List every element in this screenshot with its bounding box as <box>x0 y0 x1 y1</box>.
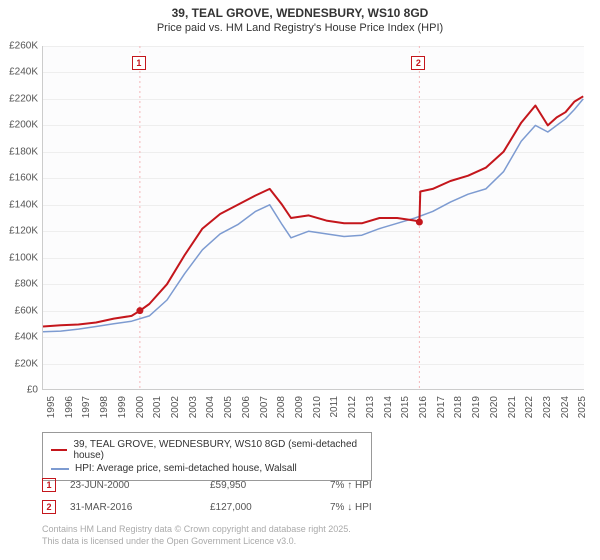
x-tick-label: 1999 <box>117 396 128 418</box>
x-tick-label: 2005 <box>223 396 234 418</box>
marker-box: 2 <box>411 56 425 70</box>
y-tick-label: £40K <box>2 332 38 343</box>
x-tick-label: 2013 <box>365 396 376 418</box>
x-tick-label: 2025 <box>577 396 588 418</box>
copyright-line2: This data is licensed under the Open Gov… <box>42 536 351 548</box>
x-tick-label: 2012 <box>347 396 358 418</box>
y-tick-label: £180K <box>2 146 38 157</box>
copyright-line1: Contains HM Land Registry data © Crown c… <box>42 524 351 536</box>
x-tick-label: 2023 <box>542 396 553 418</box>
chart-plot-area <box>42 46 584 390</box>
y-tick-label: £0 <box>2 385 38 396</box>
y-tick-label: £200K <box>2 120 38 131</box>
transaction-marker: 2 <box>42 500 56 514</box>
x-tick-label: 2009 <box>294 396 305 418</box>
transaction-pct: 7% ↑ HPI <box>330 480 410 491</box>
legend-label: 39, TEAL GROVE, WEDNESBURY, WS10 8GD (se… <box>73 439 363 461</box>
x-tick-label: 2002 <box>170 396 181 418</box>
x-tick-label: 2007 <box>259 396 270 418</box>
transaction-price: £127,000 <box>210 502 330 513</box>
x-tick-label: 2006 <box>241 396 252 418</box>
legend-item: 39, TEAL GROVE, WEDNESBURY, WS10 8GD (se… <box>51 439 363 461</box>
x-tick-label: 2004 <box>205 396 216 418</box>
legend-swatch <box>51 449 67 451</box>
marker-dot <box>416 218 423 225</box>
y-tick-label: £80K <box>2 279 38 290</box>
x-tick-label: 1996 <box>64 396 75 418</box>
transaction-date: 31-MAR-2016 <box>70 502 210 513</box>
x-tick-label: 1998 <box>99 396 110 418</box>
x-tick-label: 2016 <box>418 396 429 418</box>
x-tick-label: 2018 <box>453 396 464 418</box>
y-tick-label: £100K <box>2 252 38 263</box>
x-tick-label: 2011 <box>329 396 340 418</box>
y-tick-label: £60K <box>2 305 38 316</box>
legend-swatch <box>51 468 69 470</box>
transaction-row: 2 31-MAR-2016£127,0007% ↓ HPI <box>42 500 410 514</box>
legend-label: HPI: Average price, semi-detached house,… <box>75 463 297 474</box>
y-tick-label: £220K <box>2 93 38 104</box>
y-tick-label: £120K <box>2 226 38 237</box>
x-tick-label: 2021 <box>507 396 518 418</box>
x-tick-label: 2015 <box>400 396 411 418</box>
series-line <box>43 96 583 326</box>
chart-subtitle: Price paid vs. HM Land Registry's House … <box>0 22 600 34</box>
x-tick-label: 2022 <box>524 396 535 418</box>
copyright-notice: Contains HM Land Registry data © Crown c… <box>42 524 351 547</box>
x-tick-label: 2000 <box>135 396 146 418</box>
transaction-date: 23-JUN-2000 <box>70 480 210 491</box>
x-tick-label: 2024 <box>560 396 571 418</box>
x-tick-label: 2003 <box>188 396 199 418</box>
legend-item: HPI: Average price, semi-detached house,… <box>51 463 363 474</box>
series-line <box>43 99 583 332</box>
transaction-pct: 7% ↓ HPI <box>330 502 410 513</box>
y-tick-label: £160K <box>2 173 38 184</box>
chart-title-address: 39, TEAL GROVE, WEDNESBURY, WS10 8GD <box>0 6 600 20</box>
transaction-marker: 1 <box>42 478 56 492</box>
x-tick-label: 1997 <box>81 396 92 418</box>
y-tick-label: £260K <box>2 41 38 52</box>
marker-dot <box>136 307 143 314</box>
x-tick-label: 2017 <box>436 396 447 418</box>
x-tick-label: 1995 <box>46 396 57 418</box>
x-tick-label: 2008 <box>276 396 287 418</box>
x-tick-label: 2010 <box>312 396 323 418</box>
chart-legend: 39, TEAL GROVE, WEDNESBURY, WS10 8GD (se… <box>42 432 372 481</box>
y-tick-label: £240K <box>2 67 38 78</box>
x-tick-label: 2020 <box>489 396 500 418</box>
x-tick-label: 2014 <box>383 396 394 418</box>
y-tick-label: £140K <box>2 199 38 210</box>
marker-box: 1 <box>132 56 146 70</box>
transaction-row: 1 23-JUN-2000£59,9507% ↑ HPI <box>42 478 410 492</box>
x-tick-label: 2001 <box>152 396 163 418</box>
x-tick-label: 2019 <box>471 396 482 418</box>
transaction-price: £59,950 <box>210 480 330 491</box>
y-tick-label: £20K <box>2 358 38 369</box>
